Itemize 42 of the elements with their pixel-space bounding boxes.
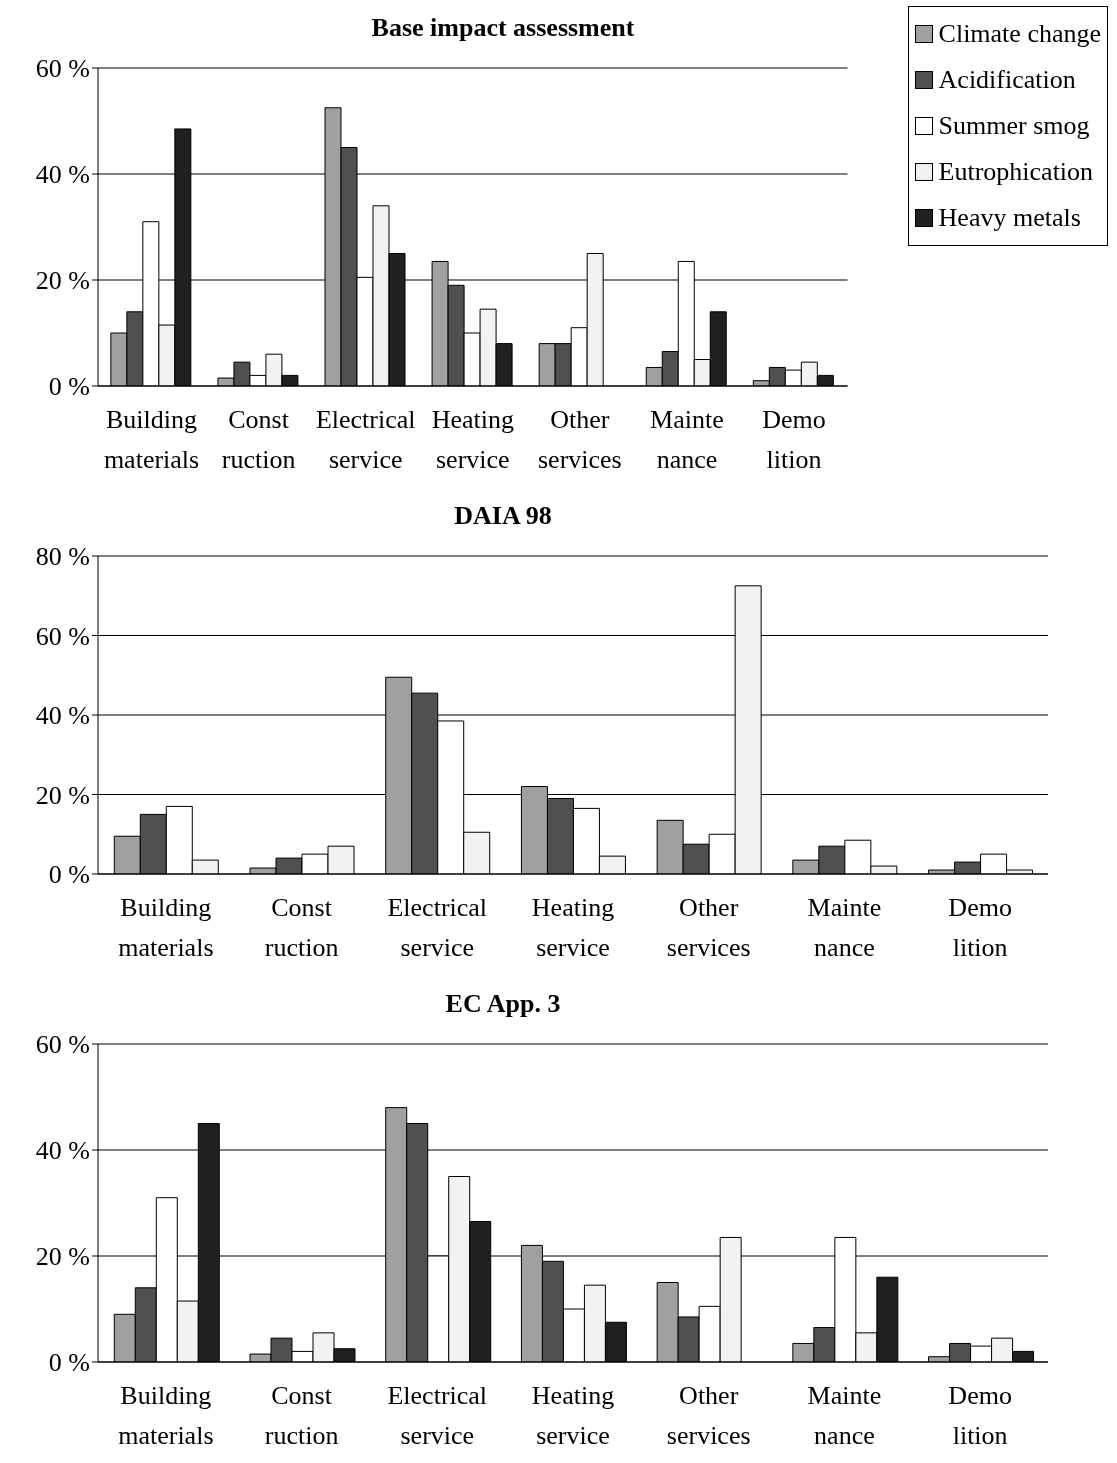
legend-label: Eutrophication — [938, 157, 1094, 187]
x-tick-label: Demo lition — [762, 405, 826, 474]
y-tick-label: 60 % — [35, 54, 90, 84]
x-tick-label: Building materials — [118, 893, 214, 962]
y-tick-label: 20 % — [35, 266, 90, 296]
chart-title: Base impact assessment — [371, 13, 635, 42]
legend-label: Heavy metals — [938, 203, 1081, 233]
y-tick-label: 20 % — [35, 1242, 90, 1272]
x-tick-label: Other services — [537, 405, 622, 474]
y-tick-label: 20 % — [35, 780, 90, 810]
y-tick-label: 40 % — [35, 1136, 90, 1166]
legend-label: Acidification — [938, 65, 1076, 95]
y-tick-label: 0 % — [48, 372, 90, 402]
y-tick-label: 0 % — [48, 860, 90, 890]
x-tick-label: Electrical service — [315, 405, 416, 474]
x-tick-label: Electrical service — [387, 893, 488, 962]
y-tick-label: 0 % — [48, 1348, 90, 1378]
x-tick-label: Heating service — [531, 893, 615, 962]
x-tick-label: Mainte nance — [650, 405, 724, 474]
x-tick-label: Building materials — [118, 1381, 214, 1450]
y-tick-label: 60 % — [35, 1030, 90, 1060]
y-tick-label: 80 % — [35, 542, 90, 572]
x-tick-label: Heating service — [531, 1381, 615, 1450]
legend-label: Climate change — [938, 19, 1101, 49]
x-tick-label: Const ruction — [264, 1381, 339, 1450]
x-tick-label: Other services — [666, 893, 751, 962]
chart-title: DAIA 98 — [453, 500, 553, 532]
x-tick-label: Mainte nance — [807, 1381, 882, 1450]
x-tick-label: Mainte nance — [807, 893, 882, 962]
y-tick-label: 40 % — [35, 701, 90, 731]
x-tick-label: Electrical service — [387, 1381, 488, 1450]
y-tick-label: 40 % — [35, 160, 90, 190]
x-tick-label: Demo lition — [948, 893, 1012, 962]
x-tick-label: Heating service — [431, 405, 514, 474]
legend-label: Summer smog — [938, 111, 1090, 141]
x-tick-label: Other services — [666, 1381, 751, 1450]
x-tick-label: Const ruction — [221, 405, 296, 474]
x-tick-label: Const ruction — [264, 893, 339, 962]
chart-title: EC App. 3 — [444, 988, 562, 1020]
x-tick-label: Demo lition — [948, 1381, 1012, 1450]
x-tick-label: Building materials — [103, 405, 200, 474]
y-tick-label: 60 % — [35, 621, 90, 651]
